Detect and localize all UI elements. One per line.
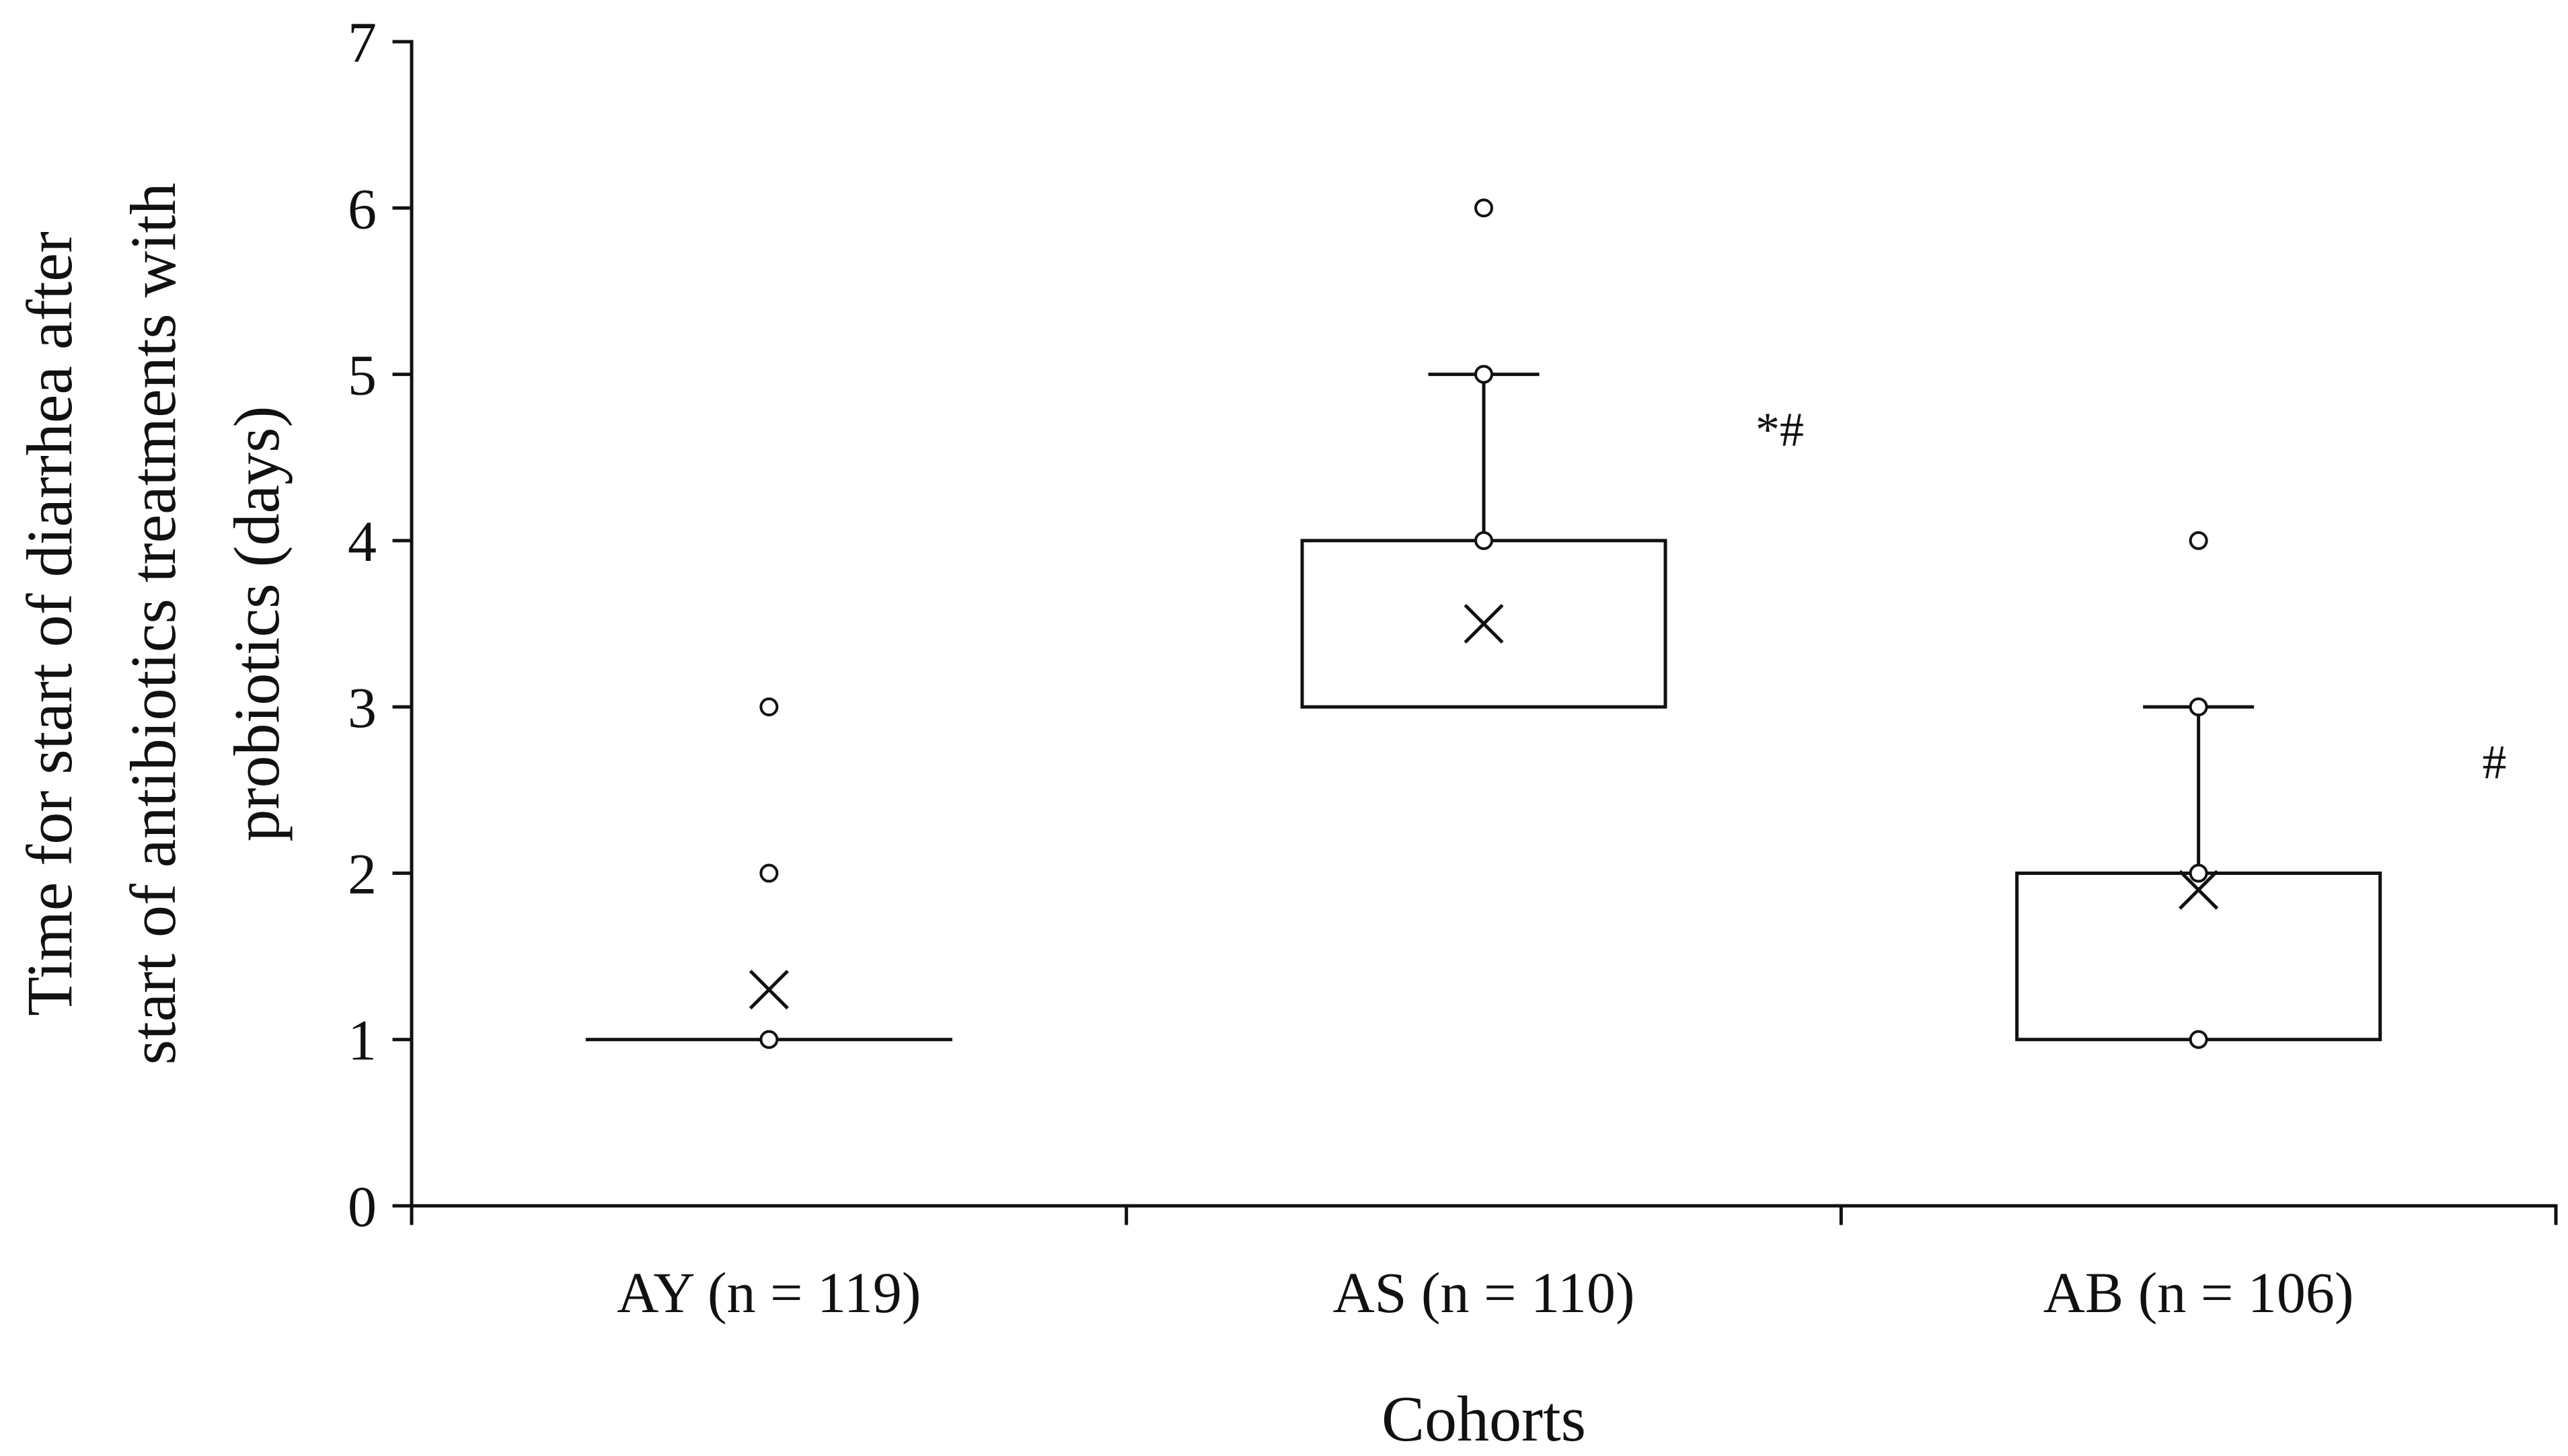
y-axis: 0 1 2 3 4 5 6 7 (348, 10, 414, 1239)
plot-area: *# # (585, 198, 2507, 1049)
box-group: *# (1300, 198, 1804, 709)
x-axis: AY (n = 119) AS (n = 110) AB (n = 106) (410, 1204, 2558, 1325)
x-tick-label: AY (n = 119) (617, 1260, 921, 1325)
y-axis-title-line-2: start of antibiotics treatments with (117, 183, 189, 1065)
y-axis-title: Time for start of diarrhea after start o… (13, 183, 293, 1065)
x-tick-label: AS (n = 110) (1332, 1260, 1634, 1325)
mean-marker (1464, 603, 1504, 644)
y-axis-title-line-3: probiotics (days) (221, 406, 293, 842)
y-axis-title-line-1: Time for start of diarrhea after (13, 231, 85, 1016)
data-point (1474, 365, 1493, 384)
significance-label: # (2483, 736, 2507, 790)
data-point (2189, 697, 2208, 717)
significance-label: *# (1755, 403, 1804, 457)
y-tick-label: 4 (348, 509, 377, 574)
box-group (585, 697, 952, 1049)
data-point (759, 1030, 779, 1049)
y-tick-label: 3 (348, 675, 377, 740)
box-group: # (2015, 531, 2507, 1049)
data-point (2189, 864, 2208, 883)
data-point (759, 697, 779, 717)
y-tick-label: 2 (348, 841, 377, 906)
mean-marker (2179, 870, 2219, 910)
y-tick-label: 7 (348, 10, 377, 75)
y-tick-label: 1 (348, 1008, 377, 1073)
box-iqr (2015, 871, 2382, 1042)
y-tick-label: 0 (348, 1174, 377, 1239)
mean-marker (749, 969, 789, 1010)
x-axis-title: Cohorts (1382, 1383, 1586, 1455)
data-point (759, 864, 779, 883)
y-tick-label: 6 (348, 176, 377, 241)
data-point (2189, 1030, 2208, 1049)
data-point (1474, 198, 1493, 218)
y-tick-label: 5 (348, 343, 377, 408)
x-tick-label: AB (n = 106) (2043, 1260, 2354, 1325)
data-point (1474, 531, 1493, 550)
data-point (2189, 531, 2208, 550)
